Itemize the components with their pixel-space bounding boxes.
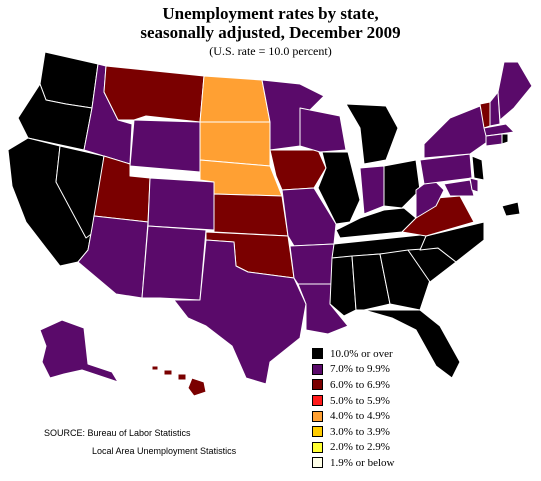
state-wisconsin	[299, 107, 347, 153]
state-new-jersey	[471, 155, 485, 181]
state-illinois	[317, 151, 361, 225]
legend-swatch-5	[312, 426, 323, 438]
state-wyoming	[129, 119, 201, 173]
legend-swatch-2	[312, 379, 323, 391]
legend-swatch-7	[312, 457, 323, 469]
legend-item-5: 3.0% to 3.9%	[312, 424, 432, 440]
state-south-dakota	[199, 121, 271, 167]
legend-item-0: 10.0% or over	[312, 346, 432, 362]
legend-swatch-6	[312, 441, 323, 453]
state-delaware	[469, 177, 479, 193]
state-new-hampshire	[489, 91, 501, 127]
state-massachusetts	[483, 123, 515, 137]
state-hawaii-4	[187, 377, 207, 397]
state-colorado	[147, 177, 215, 231]
state-arkansas	[289, 243, 335, 285]
state-alaska	[39, 319, 119, 383]
state-maryland	[443, 179, 475, 197]
legend-label-1: 7.0% to 9.9%	[330, 363, 390, 376]
legend-label-4: 4.0% to 4.9%	[330, 410, 390, 423]
legend-label-0: 10.0% or over	[330, 347, 393, 360]
state-michigan	[345, 103, 399, 165]
legend-swatch-4	[312, 410, 323, 422]
state-hawaii-3	[177, 373, 187, 381]
map-subtitle: (U.S. rate = 10.0 percent)	[209, 44, 332, 58]
legend-label-3: 5.0% to 5.9%	[330, 394, 390, 407]
state-ohio	[383, 159, 421, 209]
state-mississippi	[329, 255, 357, 317]
legend-label-2: 6.0% to 6.9%	[330, 378, 390, 391]
source-note: SOURCE: Bureau of Labor Statistics Local…	[44, 424, 236, 460]
state-rhode-island	[501, 133, 509, 145]
legend-label-7: 1.9% or below	[330, 456, 395, 469]
legend-item-7: 1.9% or below	[312, 455, 432, 471]
map-title-line2: seasonally adjusted, December 2009	[140, 23, 401, 42]
state-hawaii-2	[163, 369, 173, 376]
legend-item-3: 5.0% to 5.9%	[312, 393, 432, 409]
legend-item-1: 7.0% to 9.9%	[312, 362, 432, 378]
state-dc	[501, 201, 521, 217]
state-alabama	[351, 253, 391, 311]
legend-swatch-0	[312, 348, 323, 360]
source-line-1: SOURCE: Bureau of Labor Statistics	[44, 428, 191, 438]
state-georgia	[379, 249, 431, 311]
state-iowa	[269, 149, 327, 191]
legend-label-6: 2.0% to 2.9%	[330, 441, 390, 454]
state-indiana	[359, 165, 385, 215]
state-new-mexico	[141, 225, 207, 301]
state-north-carolina	[419, 221, 485, 263]
legend-label-5: 3.0% to 3.9%	[330, 425, 390, 438]
state-montana	[103, 65, 205, 123]
state-kentucky	[335, 207, 417, 239]
state-texas	[173, 239, 307, 385]
source-line-2: Local Area Unemployment Statistics	[92, 446, 237, 456]
state-hawaii-1	[151, 365, 159, 371]
state-florida	[363, 309, 461, 379]
state-washington	[39, 51, 99, 109]
map-legend: 10.0% or over 7.0% to 9.9% 6.0% to 6.9% …	[312, 346, 432, 471]
state-connecticut	[485, 133, 503, 147]
legend-item-2: 6.0% to 6.9%	[312, 377, 432, 393]
state-new-york	[423, 105, 491, 159]
legend-swatch-1	[312, 363, 323, 375]
state-kansas	[213, 193, 289, 237]
map-title-line1: Unemployment rates by state,	[162, 4, 379, 23]
state-maine	[497, 61, 533, 121]
legend-item-4: 4.0% to 4.9%	[312, 408, 432, 424]
legend-item-6: 2.0% to 2.9%	[312, 440, 432, 456]
state-north-dakota	[199, 75, 271, 123]
legend-swatch-3	[312, 395, 323, 407]
state-pennsylvania	[419, 153, 473, 185]
